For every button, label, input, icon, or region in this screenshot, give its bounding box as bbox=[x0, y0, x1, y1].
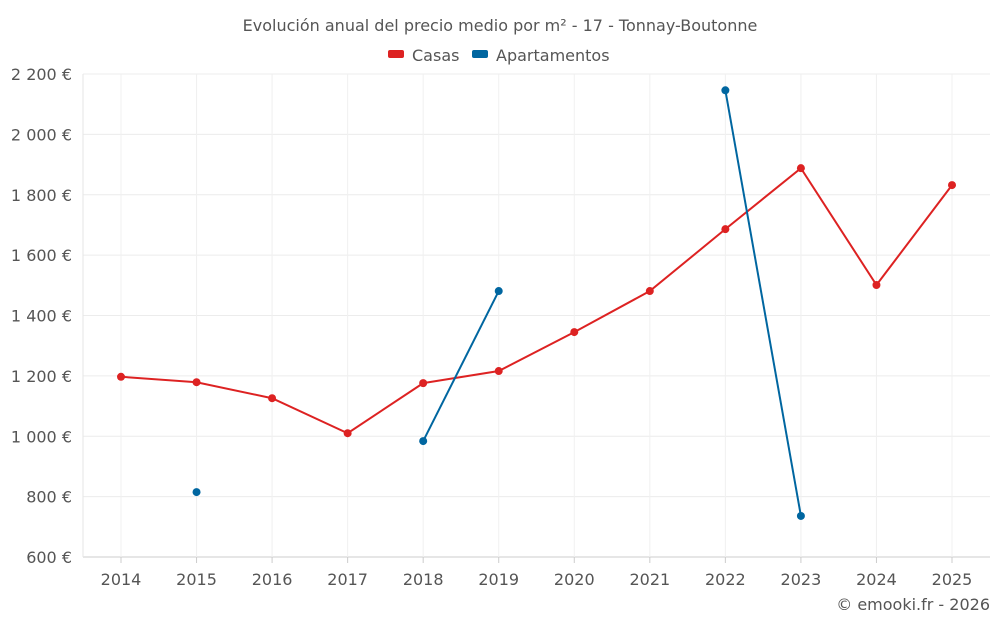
y-tick-label: 1 200 € bbox=[11, 367, 72, 386]
series-line-apartamentos bbox=[422, 290, 500, 442]
x-tick-label: 2020 bbox=[554, 570, 595, 589]
data-point bbox=[192, 378, 201, 387]
data-point bbox=[796, 164, 805, 173]
series-casas bbox=[117, 164, 956, 438]
legend: Casas Apartamentos bbox=[388, 46, 610, 65]
y-tick-label: 600 € bbox=[26, 548, 72, 567]
y-tick-label: 1 000 € bbox=[11, 427, 72, 446]
data-point bbox=[796, 511, 805, 520]
series-line-apartamentos bbox=[724, 90, 802, 517]
data-point bbox=[419, 437, 428, 446]
data-point bbox=[494, 287, 503, 296]
y-tick-label: 2 200 € bbox=[11, 65, 72, 84]
credit: © emooki.fr - 2026 bbox=[836, 595, 990, 614]
legend-label-apartamentos: Apartamentos bbox=[496, 46, 610, 65]
data-point bbox=[343, 429, 352, 438]
data-point bbox=[268, 394, 277, 403]
x-tick-label: 2015 bbox=[176, 570, 217, 589]
legend-swatch-apartamentos bbox=[472, 50, 488, 58]
x-tick-label: 2025 bbox=[932, 570, 973, 589]
data-point bbox=[570, 328, 579, 337]
data-point bbox=[494, 367, 503, 376]
y-tick-label: 2 000 € bbox=[11, 125, 72, 144]
data-point bbox=[872, 281, 881, 290]
x-tick-label: 2016 bbox=[252, 570, 293, 589]
data-point bbox=[721, 86, 730, 95]
series-apartamentos bbox=[192, 86, 805, 520]
legend-label-casas: Casas bbox=[412, 46, 459, 65]
x-tick-label: 2022 bbox=[705, 570, 746, 589]
data-point bbox=[645, 287, 654, 296]
data-point bbox=[721, 225, 730, 234]
x-tick-label: 2019 bbox=[478, 570, 519, 589]
y-tick-label: 1 400 € bbox=[11, 307, 72, 326]
x-tick-label: 2024 bbox=[856, 570, 897, 589]
chart-title: Evolución anual del precio medio por m² … bbox=[243, 16, 758, 35]
x-tick-label: 2014 bbox=[101, 570, 142, 589]
x-tick-label: 2018 bbox=[403, 570, 444, 589]
series-lines bbox=[117, 86, 956, 520]
y-tick-label: 1 800 € bbox=[11, 186, 72, 205]
data-point bbox=[419, 379, 428, 388]
data-point bbox=[117, 372, 125, 381]
series-line-casas bbox=[120, 166, 953, 435]
y-tick-label: 1 600 € bbox=[11, 246, 72, 265]
grid bbox=[82, 73, 990, 558]
data-point bbox=[948, 181, 956, 190]
x-tick-label: 2023 bbox=[781, 570, 822, 589]
x-tick-label: 2017 bbox=[327, 570, 368, 589]
y-tick-label: 800 € bbox=[26, 488, 72, 507]
legend-swatch-casas bbox=[388, 50, 404, 58]
x-tick-label: 2021 bbox=[629, 570, 670, 589]
axes: 600 € 800 € 1 000 € 1 200 € 1 400 € 1 600 € 1 … bbox=[11, 65, 972, 589]
data-point bbox=[192, 488, 201, 497]
